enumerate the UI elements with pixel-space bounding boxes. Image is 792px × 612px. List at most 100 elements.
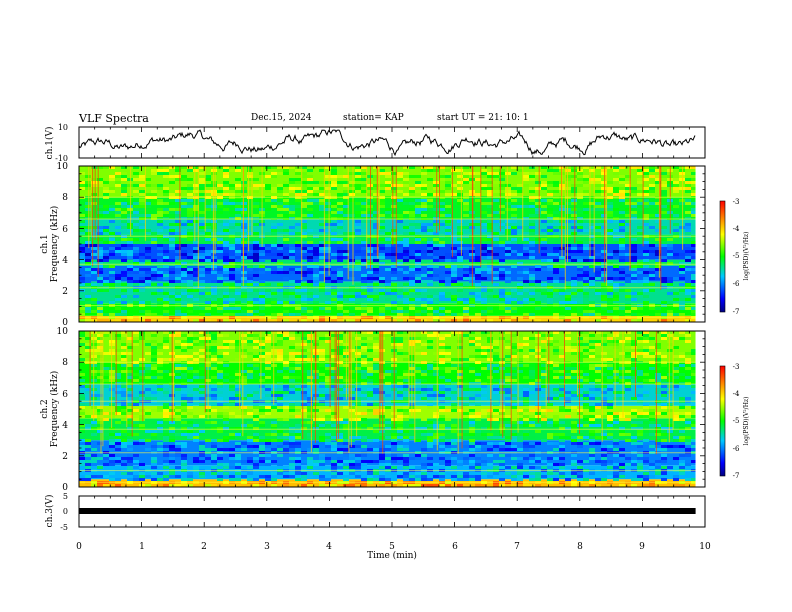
spectral-cell <box>331 424 337 427</box>
spectral-cell <box>115 307 121 310</box>
spectral-cell <box>253 289 259 292</box>
spectral-cell <box>85 184 91 187</box>
spectral-cell <box>223 331 229 334</box>
spectral-cell <box>253 202 259 205</box>
spectral-cell <box>241 379 247 382</box>
spectral-cell <box>349 472 355 475</box>
spectral-cell <box>217 205 223 208</box>
spectral-cell <box>361 343 367 346</box>
spectral-cell <box>523 238 529 241</box>
spectral-cell <box>133 211 139 214</box>
spectral-cell <box>85 259 91 262</box>
spectral-cell <box>85 355 91 358</box>
spectral-cell <box>313 277 319 280</box>
spectral-cell <box>313 262 319 265</box>
spectral-cell <box>187 436 193 439</box>
spectral-cell <box>505 202 511 205</box>
spectral-cell <box>289 415 295 418</box>
spectral-cell <box>259 457 265 460</box>
spectral-cell <box>439 418 445 421</box>
spectral-cell <box>445 319 451 322</box>
spectral-cell <box>403 277 409 280</box>
spectral-cell <box>397 424 403 427</box>
spectral-cell <box>145 367 151 370</box>
spectral-cell <box>313 244 319 247</box>
spectral-cell <box>571 166 577 169</box>
spectral-cell <box>283 448 289 451</box>
spectral-cell <box>349 454 355 457</box>
spectral-cell <box>625 199 631 202</box>
spectral-cell <box>547 184 553 187</box>
spectral-cell <box>103 379 109 382</box>
spectral-cell <box>301 409 307 412</box>
spectral-cell <box>463 301 469 304</box>
spectral-cell <box>343 241 349 244</box>
spectral-cell <box>235 187 241 190</box>
spectral-cell <box>247 424 253 427</box>
spectral-cell <box>475 262 481 265</box>
spectral-cell <box>85 295 91 298</box>
spectral-cell <box>481 211 487 214</box>
ch1-ticks <box>78 127 706 323</box>
spectral-cell <box>553 250 559 253</box>
spectral-cell <box>85 226 91 229</box>
spectral-cell <box>163 340 169 343</box>
spectral-cell <box>319 463 325 466</box>
spectral-cell <box>157 172 163 175</box>
spectral-cell <box>667 244 673 247</box>
spectral-cell <box>151 169 157 172</box>
spectral-cell <box>589 253 595 256</box>
spectral-cell <box>145 193 151 196</box>
spectral-cell <box>409 166 415 169</box>
spectral-cell <box>451 256 457 259</box>
spectral-cell <box>343 169 349 172</box>
spectral-cell <box>295 232 301 235</box>
spectral-cell <box>427 463 433 466</box>
spectral-cell <box>127 184 133 187</box>
spectral-cell <box>475 172 481 175</box>
spectral-cell <box>301 202 307 205</box>
spectral-cell <box>547 202 553 205</box>
spectral-cell <box>139 475 145 478</box>
spectral-cell <box>187 253 193 256</box>
spectral-cell <box>331 397 337 400</box>
spectral-cell <box>313 424 319 427</box>
spectral-cell <box>211 223 217 226</box>
spectral-cell <box>511 238 517 241</box>
spectral-cell <box>523 253 529 256</box>
spectral-cell <box>607 298 613 301</box>
ch1-channel-label: ch.1 <box>40 234 50 253</box>
spectral-cell <box>145 430 151 433</box>
spectral-cell <box>133 301 139 304</box>
spectral-cell <box>457 175 463 178</box>
spectral-cell <box>169 199 175 202</box>
spectral-cell <box>109 478 115 481</box>
spectral-cell <box>499 172 505 175</box>
spectral-cell <box>331 421 337 424</box>
spectral-cell <box>295 211 301 214</box>
spectral-cell <box>523 250 529 253</box>
spectral-cell <box>361 355 367 358</box>
spectral-cell <box>307 379 313 382</box>
spectral-cell <box>691 244 696 247</box>
spectral-cell <box>535 280 541 283</box>
spectral-cell <box>457 319 463 322</box>
spectral-cell <box>433 184 439 187</box>
spectral-cell <box>397 289 403 292</box>
spectral-cell <box>499 226 505 229</box>
spectral-cell <box>145 340 151 343</box>
spectral-cell <box>79 175 85 178</box>
spectral-cell <box>133 184 139 187</box>
spectral-cell <box>229 295 235 298</box>
spectral-cell <box>85 244 91 247</box>
spectral-cell <box>277 184 283 187</box>
spectral-cell <box>337 379 343 382</box>
spectral-cell <box>667 313 673 316</box>
spectral-cell <box>367 439 373 442</box>
spectral-cell <box>361 364 367 367</box>
spectral-cell <box>451 169 457 172</box>
spectral-cell <box>589 202 595 205</box>
spectral-cell <box>217 232 223 235</box>
spectral-cell <box>673 190 679 193</box>
spectral-cell <box>487 271 493 274</box>
